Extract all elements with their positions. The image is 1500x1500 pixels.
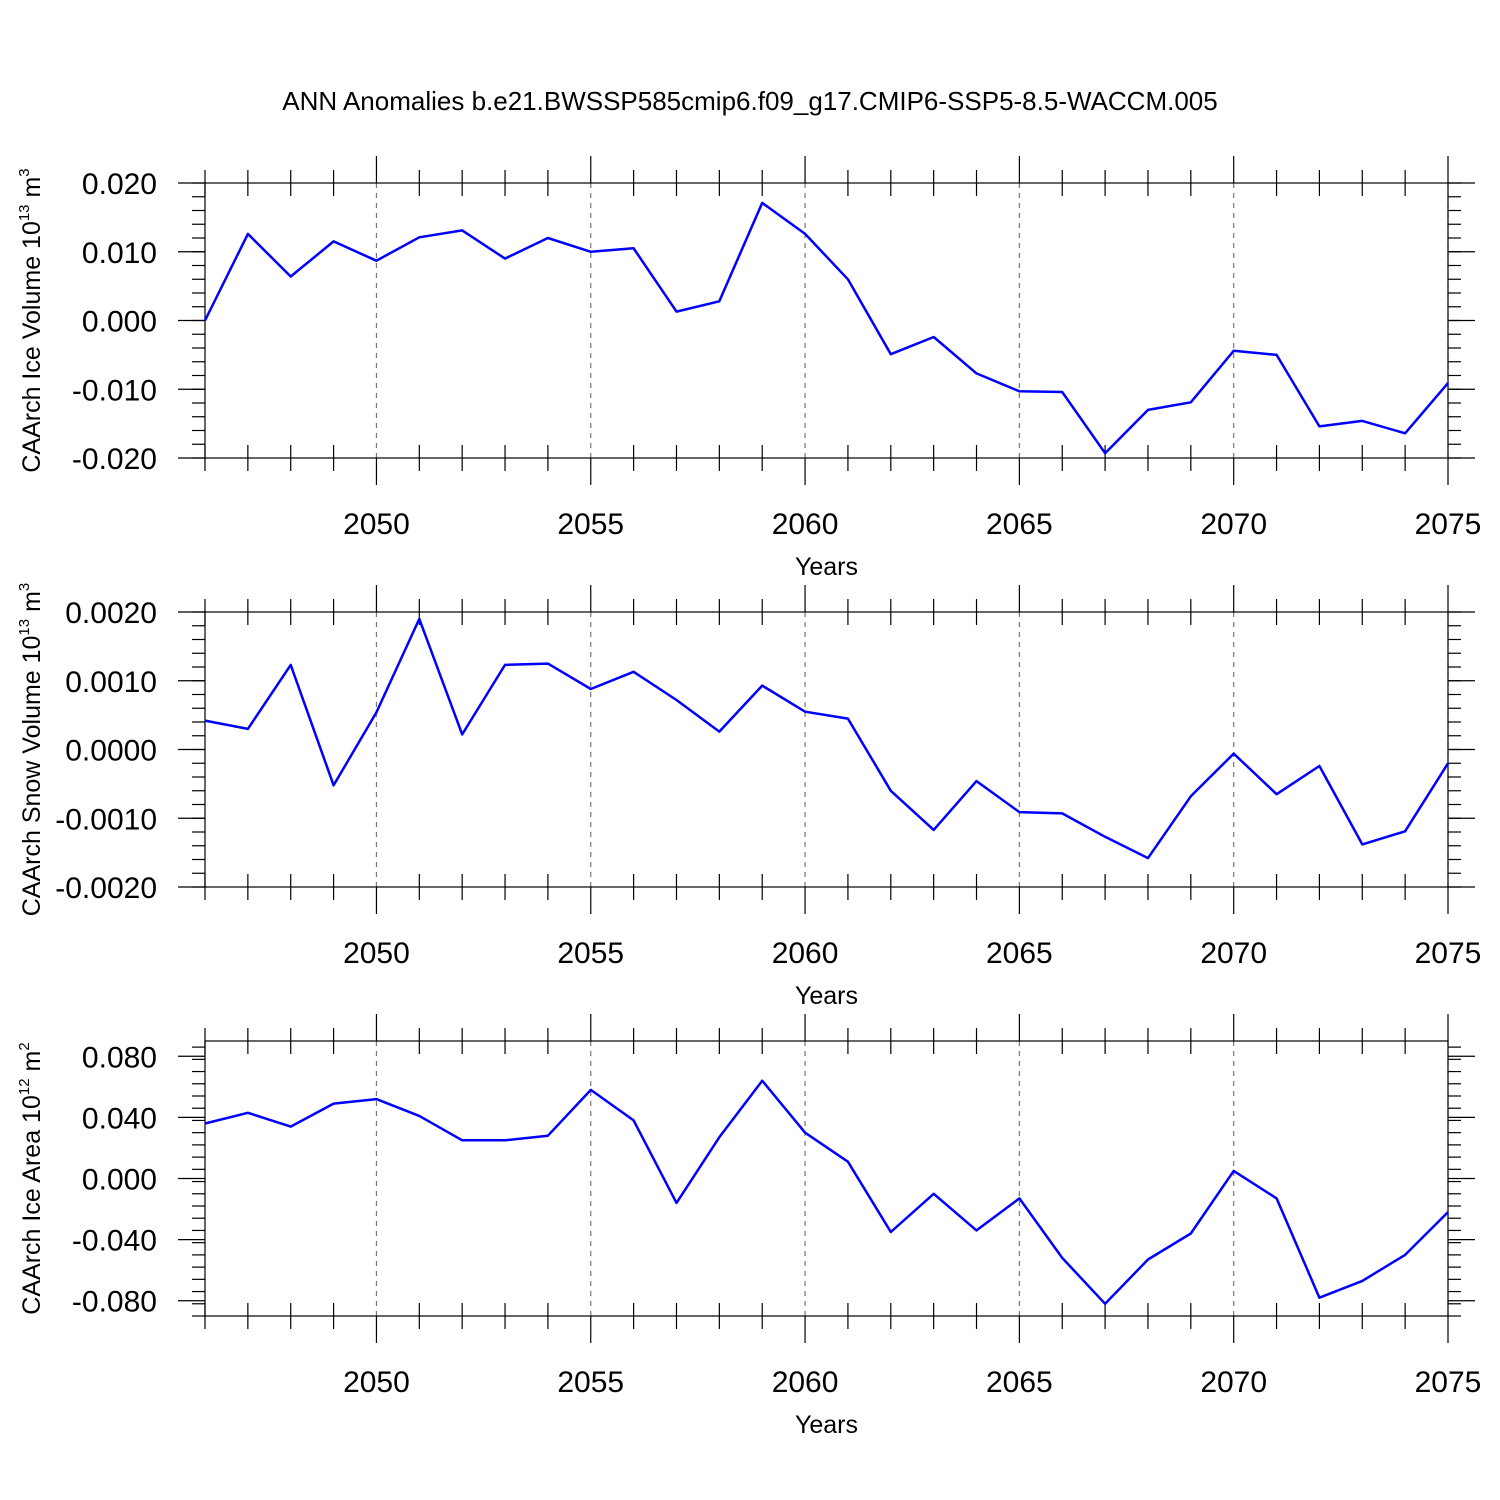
y-tick-label: 0.010: [82, 237, 157, 270]
y-tick-label: -0.0020: [55, 872, 157, 905]
y-axis-label-main: CAArch Ice Volume 10: [18, 221, 46, 473]
y-axis-label-unit: m: [18, 1051, 46, 1079]
series-line: [204, 617, 1450, 860]
y-tick-label: 0.000: [82, 1164, 157, 1197]
panels: -0.020 -0.010 0.000 0.010 0.020 2050 2055 2060 2…: [16, 156, 1481, 1439]
x-axis-label: Years: [795, 553, 858, 581]
x-tick-label: 2055: [557, 937, 624, 970]
y-axis-label-exponent: 13: [16, 619, 33, 636]
plot-frame: [204, 611, 1449, 888]
y-tick-label: 0.000: [82, 306, 157, 339]
y-axis-label-unit-exponent: 3: [16, 583, 33, 591]
plot-frame: [204, 182, 1449, 459]
panel-2: -0.0020 -0.0010 0.0000 0.0010 0.0020 2050 2055…: [16, 583, 1481, 1010]
y-tick-label: -0.020: [72, 443, 157, 476]
y-axis-label-exponent: 13: [16, 204, 33, 221]
x-tick-label: 2070: [1200, 508, 1267, 541]
y-tick-label: 0.0010: [65, 666, 157, 699]
y-axis-label-main: CAArch Ice Area 10: [18, 1095, 46, 1315]
x-tick-label: 2055: [557, 508, 624, 541]
plot-frame: [204, 1040, 1449, 1317]
series-line: [203, 201, 1449, 455]
x-tick-label: 2060: [772, 508, 839, 541]
x-tick-label: 2060: [772, 937, 839, 970]
x-tick-label: 2075: [1415, 937, 1482, 970]
x-tick-label: 2070: [1200, 1366, 1267, 1399]
y-tick-label: 0.0000: [65, 735, 157, 768]
y-tick-label: 0.040: [82, 1102, 157, 1135]
y-axis-label-unit-exponent: 3: [16, 168, 33, 176]
y-axis-label-unit: m: [18, 177, 46, 205]
x-tick-label: 2070: [1200, 937, 1267, 970]
y-tick-label: 0.0020: [65, 597, 157, 630]
series-line: [204, 1079, 1449, 1306]
x-tick-label: 2065: [986, 508, 1053, 541]
panel-1: -0.020 -0.010 0.000 0.010 0.020 2050 2055 2060 2…: [16, 156, 1481, 581]
y-tick-label: -0.0010: [55, 803, 157, 836]
x-tick-label: 2055: [557, 1366, 624, 1399]
y-axis-label: CAArch Ice Area 1012 m2: [16, 1042, 46, 1314]
x-tick-label: 2060: [772, 1366, 839, 1399]
y-tick-label: -0.080: [72, 1286, 157, 1319]
y-axis-label: CAArch Snow Volume 1013 m3: [16, 583, 46, 917]
x-axis-label: Years: [795, 1411, 858, 1439]
y-tick-label: 0.080: [82, 1041, 157, 1074]
x-axis-label: Years: [795, 982, 858, 1010]
y-axis-label-unit-exponent: 2: [16, 1042, 33, 1050]
y-axis-label-main: CAArch Snow Volume 10: [18, 636, 46, 917]
x-tick-label: 2075: [1415, 508, 1482, 541]
panel-3: -0.080 -0.040 0.000 0.040 0.080 2050 2055 2060 2…: [16, 1014, 1481, 1439]
x-tick-label: 2050: [343, 508, 410, 541]
y-axis-label-exponent: 12: [16, 1078, 33, 1095]
x-tick-label: 2050: [343, 937, 410, 970]
x-tick-label: 2065: [986, 1366, 1053, 1399]
y-tick-label: -0.040: [72, 1225, 157, 1258]
x-tick-label: 2050: [343, 1366, 410, 1399]
y-tick-label: 0.020: [82, 168, 157, 201]
x-tick-label: 2065: [986, 937, 1053, 970]
y-tick-label: -0.010: [72, 374, 157, 407]
y-axis-label-unit: m: [18, 591, 46, 619]
y-axis-label: CAArch Ice Volume 1013 m3: [16, 168, 46, 472]
x-tick-label: 2075: [1415, 1366, 1482, 1399]
figure-title: ANN Anomalies b.e21.BWSSP585cmip6.f09_g1…: [282, 86, 1217, 116]
